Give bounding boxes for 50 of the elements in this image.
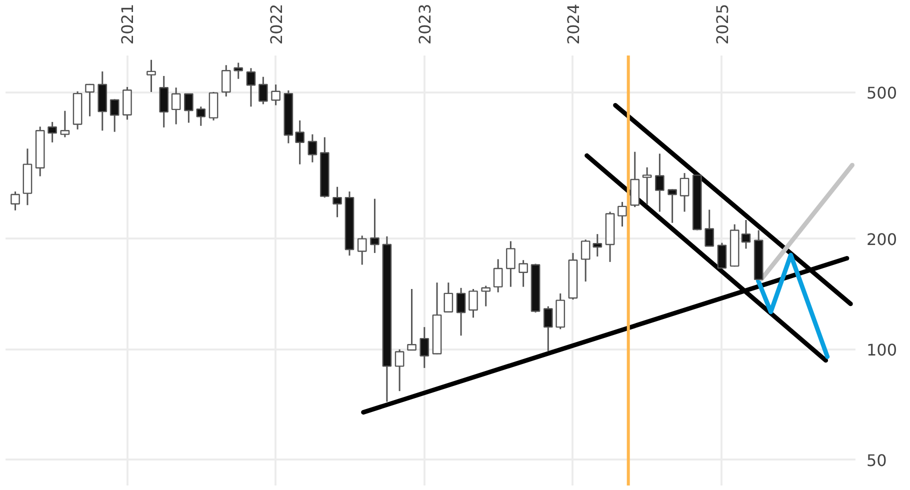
candlestick xyxy=(146,59,156,93)
y-tick-label: 500 xyxy=(866,84,898,103)
candlestick xyxy=(407,288,416,351)
candlestick xyxy=(196,106,206,127)
candlestick xyxy=(481,285,491,308)
candlestick xyxy=(370,198,380,254)
candlestick xyxy=(221,64,231,98)
candlestick xyxy=(332,186,342,218)
candlestick xyxy=(456,287,466,336)
candlestick xyxy=(48,121,57,144)
candlestick xyxy=(184,92,194,124)
candlestick xyxy=(258,76,268,105)
candlestick xyxy=(506,240,516,288)
candlestick xyxy=(171,86,181,126)
candlestick xyxy=(394,348,404,392)
candlestick xyxy=(271,84,280,106)
candlestick xyxy=(85,83,94,118)
y-tick-label: 100 xyxy=(866,340,898,360)
candlestick xyxy=(741,219,751,250)
x-tick-label: 2021 xyxy=(118,4,138,44)
y-tick-label: 200 xyxy=(866,230,898,249)
candlestick xyxy=(10,190,20,212)
candlestick xyxy=(642,166,652,206)
candlestick xyxy=(246,67,256,108)
candlestick xyxy=(493,258,503,294)
candlestick xyxy=(655,152,664,212)
candlestick xyxy=(680,172,690,212)
candlestick xyxy=(60,110,70,138)
candlestick xyxy=(668,188,677,224)
candlestick xyxy=(518,259,528,288)
candlestick xyxy=(580,238,590,282)
candlestick xyxy=(543,306,553,352)
candlestick xyxy=(704,208,714,247)
candlestick xyxy=(444,282,454,314)
candlestick xyxy=(295,120,304,166)
candlestick xyxy=(234,62,244,80)
line-series xyxy=(756,252,830,359)
x-tick-label: 2022 xyxy=(266,4,286,44)
candlestick xyxy=(717,242,727,269)
y-tick-label: 50 xyxy=(866,450,887,470)
candlestick xyxy=(592,233,602,258)
x-tick-label: 2025 xyxy=(712,4,732,44)
candlestick xyxy=(468,288,478,318)
candlestick xyxy=(110,98,120,133)
candlestick xyxy=(357,234,367,266)
candlestick xyxy=(618,201,627,228)
candlestick xyxy=(420,326,430,369)
x-tick-label: 2024 xyxy=(564,4,583,44)
candlestick xyxy=(308,134,318,164)
x-tick-label: 2023 xyxy=(415,4,434,44)
